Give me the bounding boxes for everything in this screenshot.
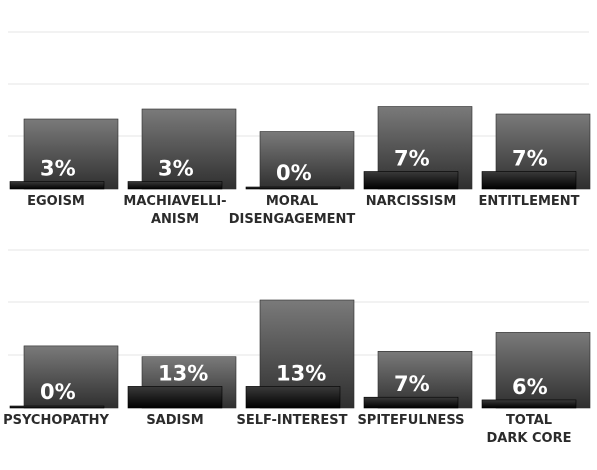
data-label: 7% xyxy=(394,147,430,171)
bar-foreground xyxy=(245,386,341,409)
data-label: 7% xyxy=(394,372,430,396)
bar-background xyxy=(141,108,237,190)
data-label: 3% xyxy=(40,157,76,181)
bar-foreground xyxy=(245,186,341,190)
bar-foreground xyxy=(481,399,577,409)
chart-panel-1: 3% EGOISM 3% MACHIAVELLI- ANISM 0% MORAL DISENG… xyxy=(8,31,591,227)
bar-background xyxy=(23,345,119,409)
category-label: MACHIAVELLI- xyxy=(123,194,226,209)
bar-foreground xyxy=(363,396,459,409)
bar-foreground xyxy=(481,171,577,190)
data-label: 13% xyxy=(276,361,326,385)
category-label: EGOISM xyxy=(27,194,85,209)
category-label: PSYCHOPATHY xyxy=(3,413,109,428)
category-label: MORAL xyxy=(266,194,318,209)
category-label: SADISM xyxy=(146,413,203,428)
category-label: ENTITLEMENT xyxy=(478,194,579,209)
category-label: DISENGAGEMENT xyxy=(229,212,356,227)
data-label: 0% xyxy=(40,380,76,404)
data-label: 7% xyxy=(512,147,548,171)
category-label: DARK CORE xyxy=(487,431,572,446)
bar-foreground xyxy=(363,171,459,190)
bar-foreground xyxy=(127,386,223,409)
category-label: TOTAL xyxy=(506,413,552,428)
bar-foreground xyxy=(9,405,105,409)
data-label: 3% xyxy=(158,157,194,181)
category-label: SELF-INTEREST xyxy=(237,413,348,428)
bar-background xyxy=(495,332,591,409)
category-label: NARCISSISM xyxy=(366,194,457,209)
bar-background xyxy=(23,118,119,190)
category-label: SPITEFULNESS xyxy=(357,413,464,428)
data-label: 0% xyxy=(276,161,312,185)
bar-foreground xyxy=(127,181,223,190)
chart-panel-2: 0% PSYCHOPATHY 13% SADISM 13% SELF-INTEREST 7%… xyxy=(3,249,591,446)
data-label: 6% xyxy=(512,375,548,399)
category-label: ANISM xyxy=(151,212,199,227)
bar-foreground xyxy=(9,181,105,190)
bar-background xyxy=(259,131,355,190)
data-label: 13% xyxy=(158,361,208,385)
